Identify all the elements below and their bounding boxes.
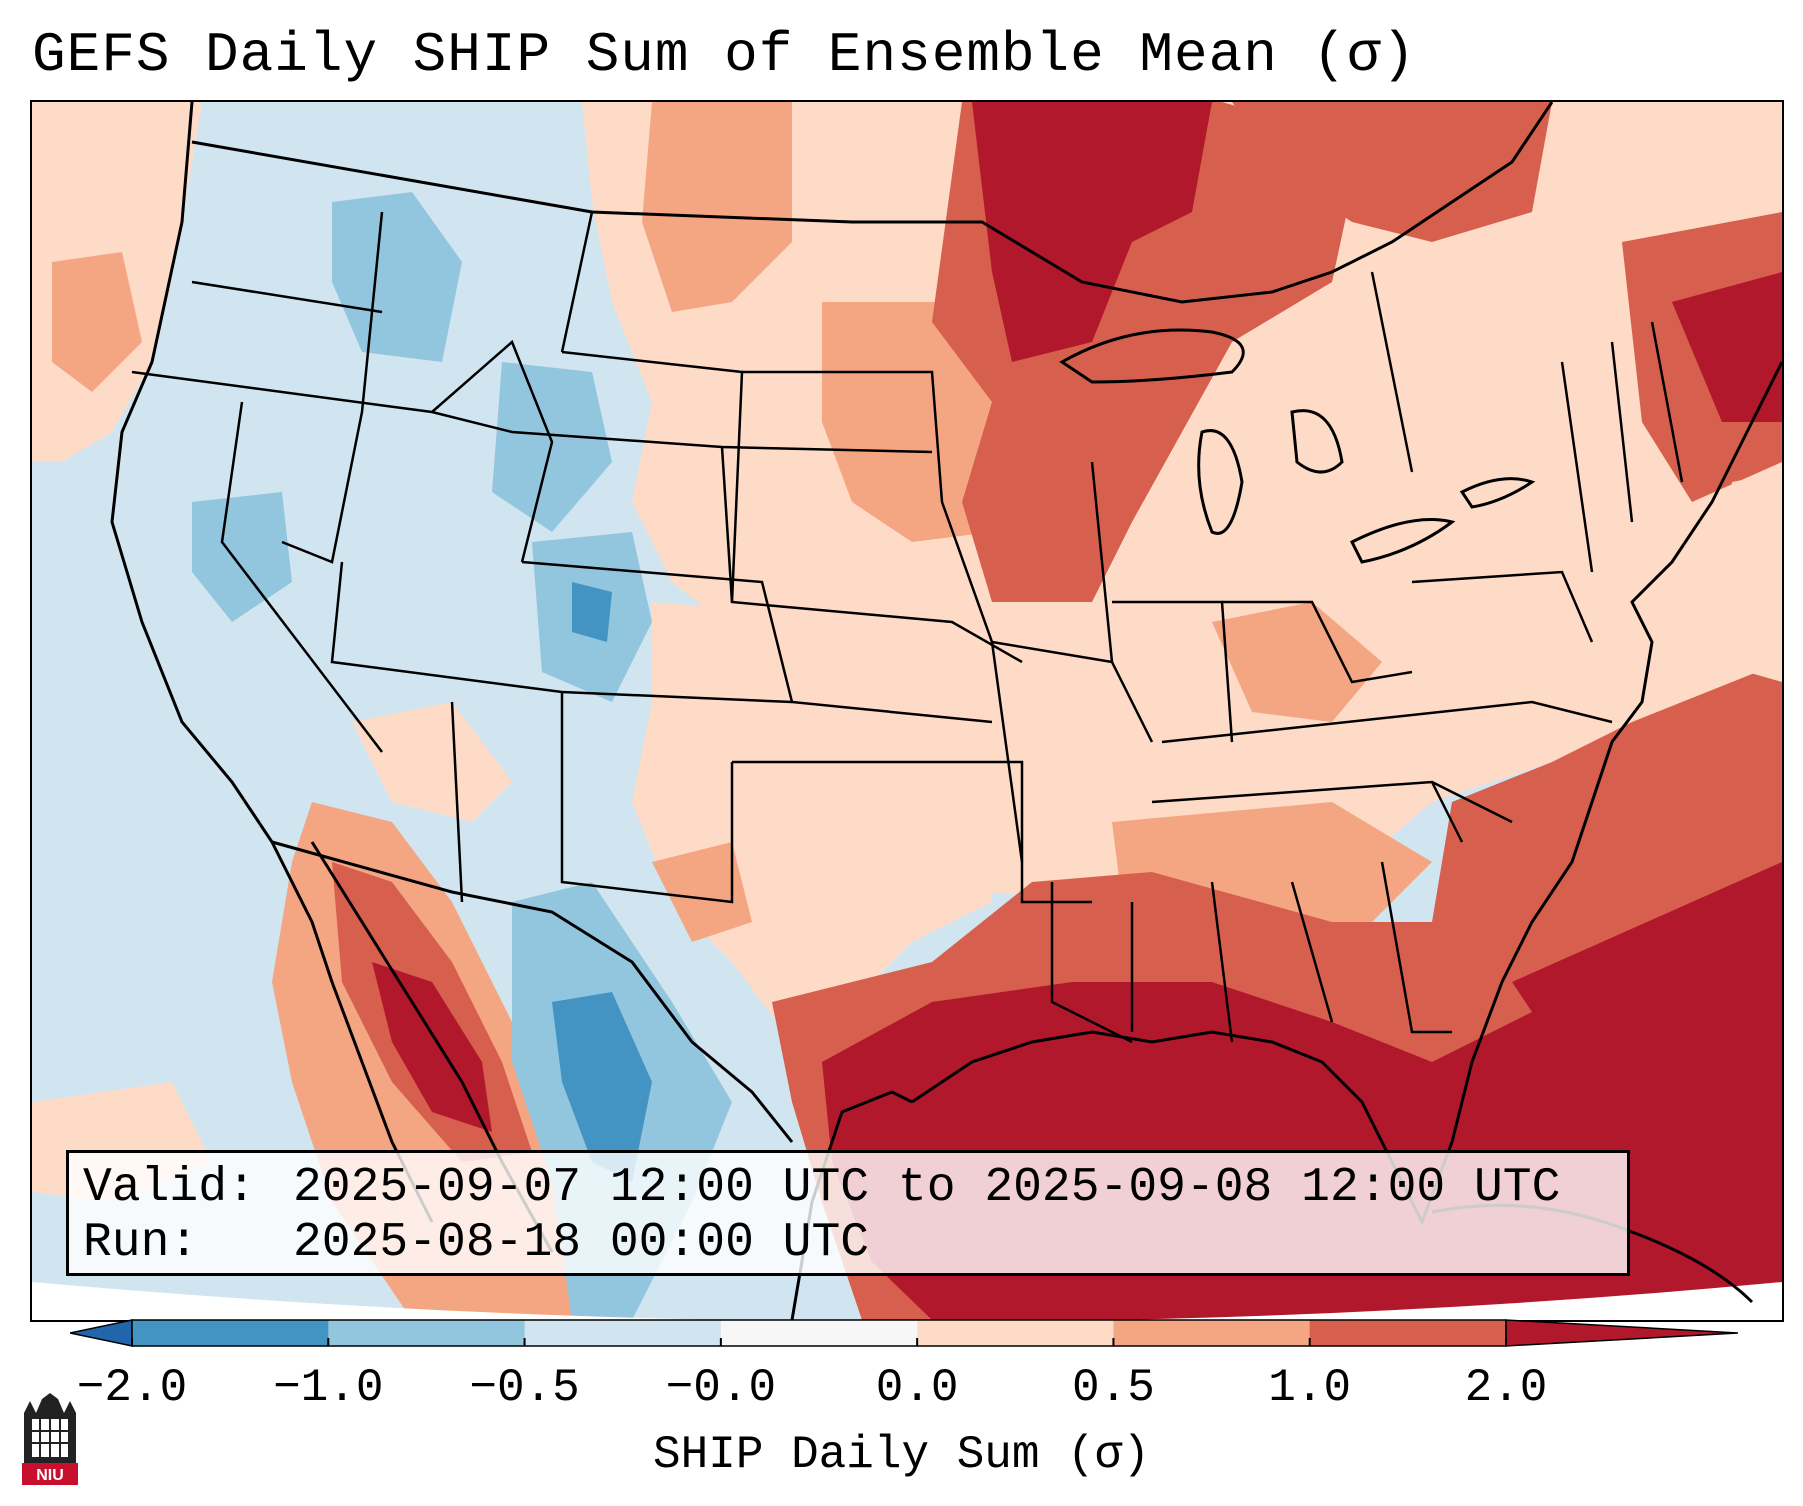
lake-huron bbox=[1290, 409, 1344, 474]
colorbar-bin bbox=[1309, 1320, 1507, 1346]
lake-ontario bbox=[1459, 477, 1536, 509]
anomaly-region-colorado-core bbox=[572, 582, 612, 642]
anomaly-region-baja-core bbox=[372, 962, 492, 1132]
colorbar-tick-label: −1.0 bbox=[273, 1362, 384, 1414]
anomaly-region-ontario bbox=[1232, 102, 1552, 242]
anomaly-region-mexico-core bbox=[552, 992, 652, 1182]
state-boundaries bbox=[131, 211, 1684, 1044]
colorbar-tick-label: −0.0 bbox=[665, 1362, 777, 1414]
colorbar-tick-label: 1.0 bbox=[1268, 1362, 1352, 1414]
colorbar-tick-label: 2.0 bbox=[1464, 1362, 1548, 1414]
anomaly-region-pacific-nw-core bbox=[52, 252, 142, 392]
anomaly-map bbox=[32, 102, 1782, 1320]
anomaly-region-idaho-cool bbox=[332, 192, 462, 362]
chart-title: GEFS Daily SHIP Sum of Ensemble Mean (σ) bbox=[32, 23, 1417, 87]
run-label: Run: bbox=[83, 1216, 199, 1270]
colorbar-tick-label: −2.0 bbox=[76, 1362, 188, 1414]
run-row: Run: 2025-08-18 00:00 UTC bbox=[83, 1216, 1613, 1271]
anomaly-region-arizona bbox=[352, 702, 512, 822]
anomaly-region-atlantic-core bbox=[1512, 862, 1782, 1042]
anomaly-region-minnesota-core bbox=[972, 102, 1212, 362]
lake-erie bbox=[1349, 518, 1456, 564]
us-canada-border bbox=[191, 102, 1554, 304]
colorbar-under-extension bbox=[70, 1319, 133, 1347]
colorbar-outline bbox=[131, 1319, 1507, 1347]
validity-info-box: Valid: 2025-09-07 12:00 UTC to 2025-09-0… bbox=[66, 1150, 1630, 1276]
domain-edge bbox=[32, 1282, 1782, 1320]
anomaly-region-nevada-cool bbox=[192, 492, 292, 622]
map-panel bbox=[30, 100, 1784, 1322]
gulf-atlantic-coastline bbox=[911, 361, 1782, 1226]
niu-logo-icon: NIU bbox=[22, 1393, 78, 1485]
colorbar-bin bbox=[917, 1320, 1114, 1346]
valid-value: 2025-09-07 12:00 UTC to 2025-09-08 12:00… bbox=[293, 1161, 1561, 1215]
anomaly-region-ohio-valley bbox=[1212, 602, 1382, 722]
colorbar-bin bbox=[328, 1320, 526, 1346]
run-value: 2025-08-18 00:00 UTC bbox=[293, 1216, 870, 1270]
valid-label: Valid: bbox=[83, 1161, 256, 1215]
lake-michigan bbox=[1197, 429, 1244, 535]
anomaly-region-montana-east bbox=[642, 102, 792, 312]
colorbar-tick-label: 0.0 bbox=[875, 1362, 959, 1414]
valid-row: Valid: 2025-09-07 12:00 UTC to 2025-09-0… bbox=[83, 1161, 1613, 1216]
colorbar-bin bbox=[132, 1320, 329, 1346]
colorbar-over-extension bbox=[1505, 1319, 1739, 1347]
colorbar-bin bbox=[524, 1320, 722, 1346]
anomaly-region-west-texas bbox=[652, 842, 752, 942]
colorbar-bin bbox=[720, 1320, 918, 1346]
lake-superior bbox=[1059, 328, 1245, 384]
anomaly-region-maine-core bbox=[1672, 272, 1782, 422]
colorbar-tick-label: −0.5 bbox=[469, 1362, 580, 1414]
us-mexico-border bbox=[271, 840, 794, 1143]
colorbar bbox=[70, 1319, 1739, 1347]
colorbar-tick-label: 0.5 bbox=[1072, 1362, 1155, 1414]
anomaly-region-atlantic-offshore bbox=[1712, 472, 1782, 682]
colorbar-label: SHIP Daily Sum (σ) bbox=[653, 1429, 1150, 1481]
svg-text:NIU: NIU bbox=[36, 1467, 64, 1484]
colorbar-bin bbox=[1113, 1320, 1311, 1346]
